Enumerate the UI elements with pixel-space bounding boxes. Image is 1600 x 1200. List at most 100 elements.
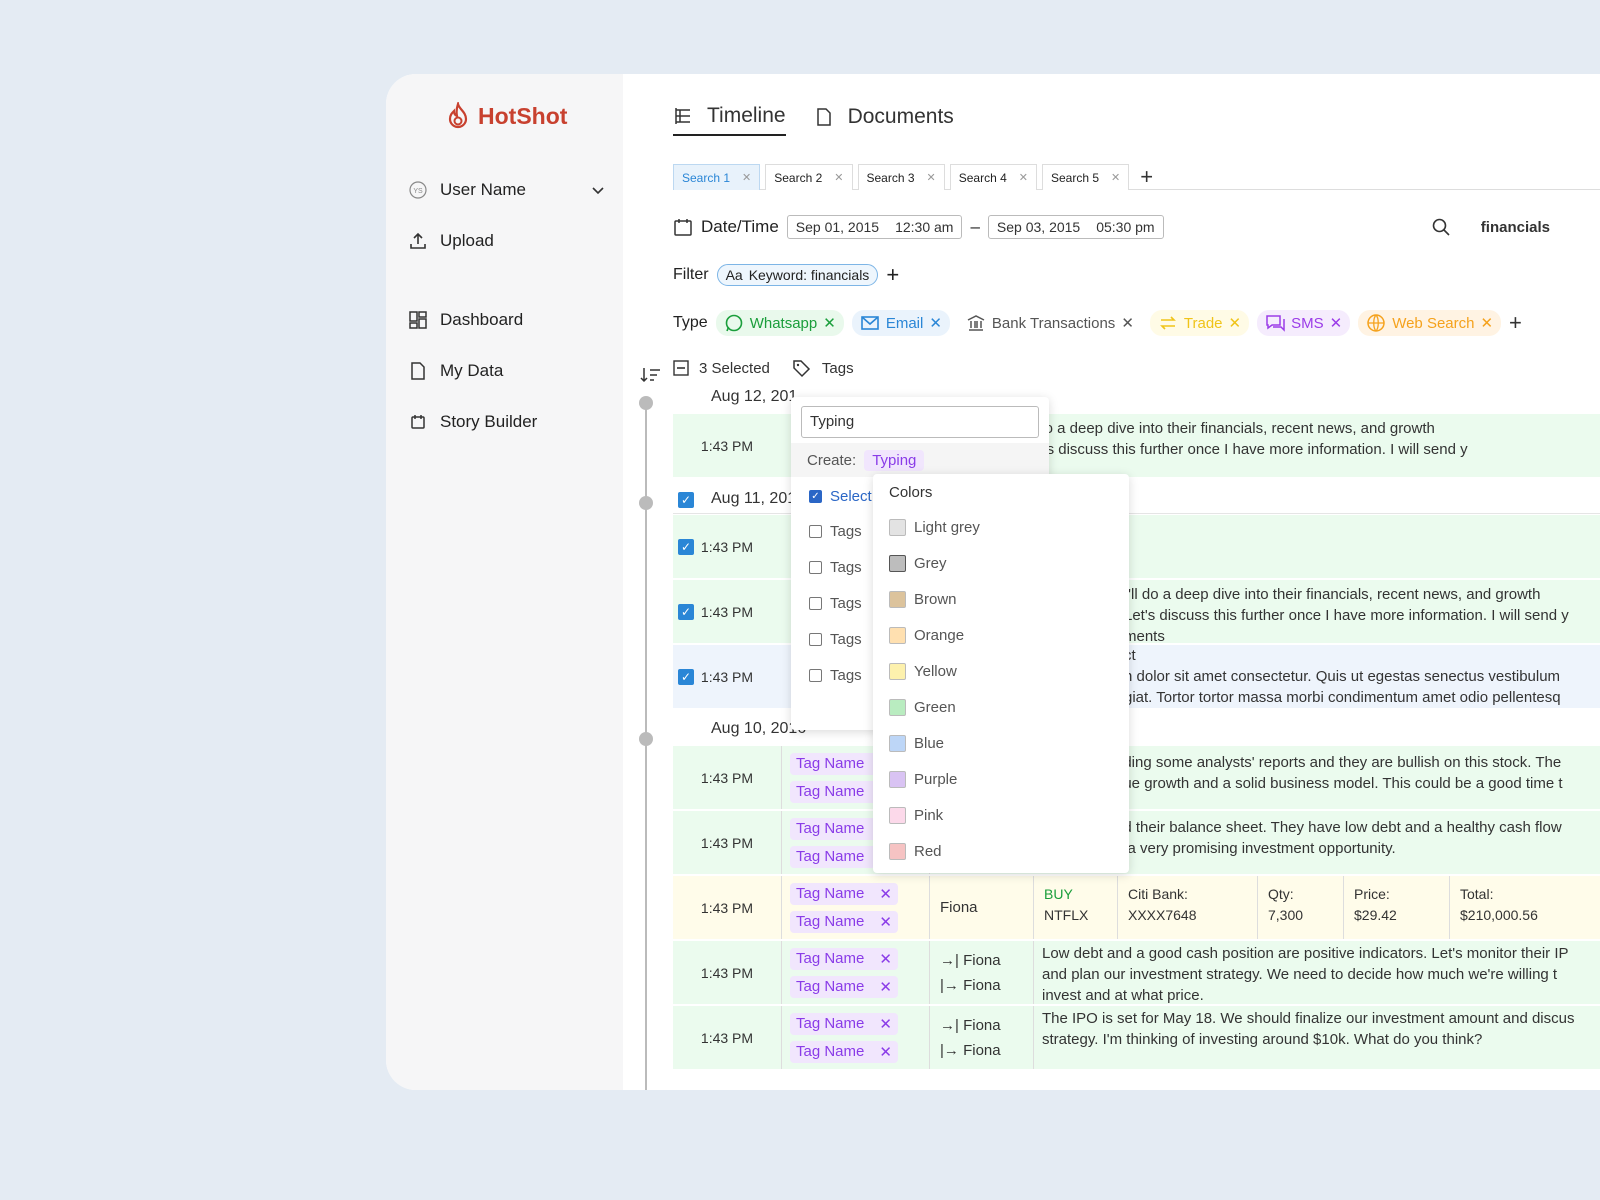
dropdown-item[interactable]: Tags	[809, 523, 862, 540]
color-option[interactable]: Green	[889, 699, 956, 716]
dropdown-item[interactable]: Tags	[809, 559, 862, 576]
row-time: 1:43 PM	[700, 437, 754, 454]
tag-chip[interactable]: Tag Name ✕	[790, 882, 898, 905]
tag-chip[interactable]: Tag Name ✕	[790, 910, 898, 933]
sort-icon[interactable]	[639, 366, 663, 384]
tag-chip[interactable]: Tag Name ✕	[790, 947, 898, 970]
datetime-label: Date/Time	[701, 217, 779, 236]
tag-chip[interactable]: Tag Name ✕	[790, 975, 898, 998]
add-type-icon[interactable]: +	[1509, 310, 1522, 335]
checkbox[interactable]	[809, 633, 822, 646]
tab-timeline[interactable]: Timeline	[673, 104, 786, 136]
checkbox[interactable]: ✓	[678, 604, 694, 620]
tag-column: Tag Name ✕ Tag Name ✕	[781, 876, 929, 939]
message-line: The IPO is set for May 18. We should fin…	[1042, 1010, 1575, 1027]
tag-search-input[interactable]: Typing	[801, 406, 1039, 438]
from-datetime-field[interactable]: Sep 01, 2015 12:30 am	[786, 215, 963, 239]
upload-button[interactable]: Upload	[408, 231, 494, 251]
color-option[interactable]: Orange	[889, 627, 964, 644]
color-option[interactable]: Red	[889, 843, 942, 860]
price-label: Price:	[1354, 886, 1390, 902]
close-icon[interactable]: ✕	[879, 885, 892, 903]
close-icon[interactable]: ✕	[879, 1043, 892, 1061]
search-query[interactable]: financials	[1480, 218, 1550, 236]
timeline-dot	[639, 732, 653, 746]
checkbox[interactable]	[809, 525, 822, 538]
table-row-trade[interactable]: 1:43 PM Tag Name ✕ Tag Name ✕ Fiona BUY NTF…	[673, 876, 1600, 940]
sidebar-item-my-data[interactable]: My Data	[408, 361, 503, 381]
table-row[interactable]: 1:43 PM Tag Name ✕ Tag Name ✕ →| Fiona |→ F…	[673, 941, 1600, 1005]
add-tab-icon[interactable]: +	[1140, 164, 1154, 189]
search-tab[interactable]: Search 1 ✕	[673, 164, 761, 190]
close-icon[interactable]: ✕	[742, 172, 752, 184]
dropdown-item[interactable]: Tags	[809, 667, 862, 684]
add-filter-icon[interactable]: +	[886, 262, 900, 287]
user-menu[interactable]: YS User Name	[408, 180, 608, 200]
type-chip-email[interactable]: Email ✕	[851, 310, 950, 336]
checkbox[interactable]: ✓	[678, 539, 694, 555]
dropdown-item[interactable]: Tags	[809, 595, 862, 612]
whatsapp-icon	[725, 314, 742, 332]
close-icon[interactable]: ✕	[879, 950, 892, 968]
color-option[interactable]: Pink	[889, 807, 943, 824]
table-row[interactable]: 1:43 PM Tag Name✕ Tag Name✕ ading some a…	[673, 746, 1600, 810]
close-icon[interactable]: ✕	[834, 172, 844, 184]
type-chip-sms[interactable]: SMS ✕	[1257, 310, 1351, 336]
tags-button[interactable]: Tags	[821, 359, 854, 377]
checkbox[interactable]: ✓	[678, 669, 694, 685]
keyword-chip[interactable]: Aa Keyword: financials	[716, 264, 879, 286]
type-chip-trade[interactable]: Trade ✕	[1149, 310, 1250, 336]
close-icon[interactable]: ✕	[929, 315, 942, 332]
color-option[interactable]: Brown	[889, 591, 957, 608]
color-swatch	[889, 807, 906, 824]
close-icon[interactable]: ✕	[879, 913, 892, 931]
close-icon[interactable]: ✕	[926, 172, 936, 184]
search-tab[interactable]: Search 4 ✕	[949, 164, 1037, 190]
dropdown-item-label: Tags	[830, 667, 862, 684]
create-tag-option[interactable]: Create: Typing	[791, 443, 1049, 477]
close-icon[interactable]: ✕	[1329, 315, 1343, 332]
to-datetime-field[interactable]: Sep 03, 2015 05:30 pm	[987, 215, 1164, 239]
calendar-icon	[674, 219, 692, 236]
type-chip-whatsapp[interactable]: Whatsapp ✕	[715, 310, 844, 336]
close-icon[interactable]: ✕	[879, 1015, 892, 1033]
checkbox[interactable]	[809, 561, 822, 574]
checkbox[interactable]	[809, 669, 822, 682]
sidebar-item-dashboard[interactable]: Dashboard	[408, 310, 523, 330]
sidebar-item-story-builder[interactable]: Story Builder	[408, 412, 537, 432]
message-line: I'll do a deep dive into their financial…	[1124, 586, 1541, 603]
deselect-icon[interactable]	[673, 360, 689, 376]
date-group-row	[673, 480, 1600, 514]
dropdown-item[interactable]: Tags	[809, 631, 862, 648]
color-option[interactable]: Blue	[889, 735, 944, 752]
table-row[interactable]: 1:43 PM Tag Name ✕ Tag Name ✕ →| Fiona |→ F…	[673, 1006, 1600, 1070]
close-icon[interactable]: ✕	[879, 978, 892, 996]
search-tab[interactable]: Search 5 ✕	[1042, 164, 1130, 190]
color-option[interactable]: Purple	[889, 771, 957, 788]
dropdown-item-select[interactable]: ✓ Select	[809, 488, 872, 505]
close-icon[interactable]: ✕	[1018, 172, 1028, 184]
type-chip-label: Email	[885, 314, 924, 332]
color-option[interactable]: Yellow	[889, 663, 957, 680]
search-tab[interactable]: Search 2 ✕	[765, 164, 853, 190]
tag-chip[interactable]: Tag Name ✕	[790, 1040, 898, 1063]
participant-to: →| Fiona	[940, 1016, 1001, 1034]
close-icon[interactable]: ✕	[1121, 315, 1134, 332]
search-icon[interactable]	[1431, 217, 1451, 237]
type-chip-web-search[interactable]: Web Search ✕	[1358, 310, 1502, 336]
table-row[interactable]: 1:43 PM Tag Name✕ Tag Name✕ |→ Fiona ed …	[673, 811, 1600, 875]
tag-chip[interactable]: Tag Name ✕	[790, 1012, 898, 1035]
checkbox[interactable]	[809, 597, 822, 610]
close-icon[interactable]: ✕	[1111, 172, 1121, 184]
close-icon[interactable]: ✕	[1228, 315, 1242, 332]
tag-icon[interactable]	[792, 358, 812, 378]
color-option[interactable]: Grey	[889, 555, 947, 572]
tab-documents[interactable]: Documents	[814, 104, 954, 136]
search-tab[interactable]: Search 3 ✕	[857, 164, 945, 190]
checkbox[interactable]: ✓	[678, 492, 694, 508]
close-icon[interactable]: ✕	[823, 315, 836, 332]
type-chip-bank[interactable]: Bank Transactions ✕	[958, 310, 1142, 336]
color-option[interactable]: Light grey	[889, 519, 980, 536]
close-icon[interactable]: ✕	[1480, 315, 1494, 332]
checkbox[interactable]: ✓	[809, 490, 822, 503]
